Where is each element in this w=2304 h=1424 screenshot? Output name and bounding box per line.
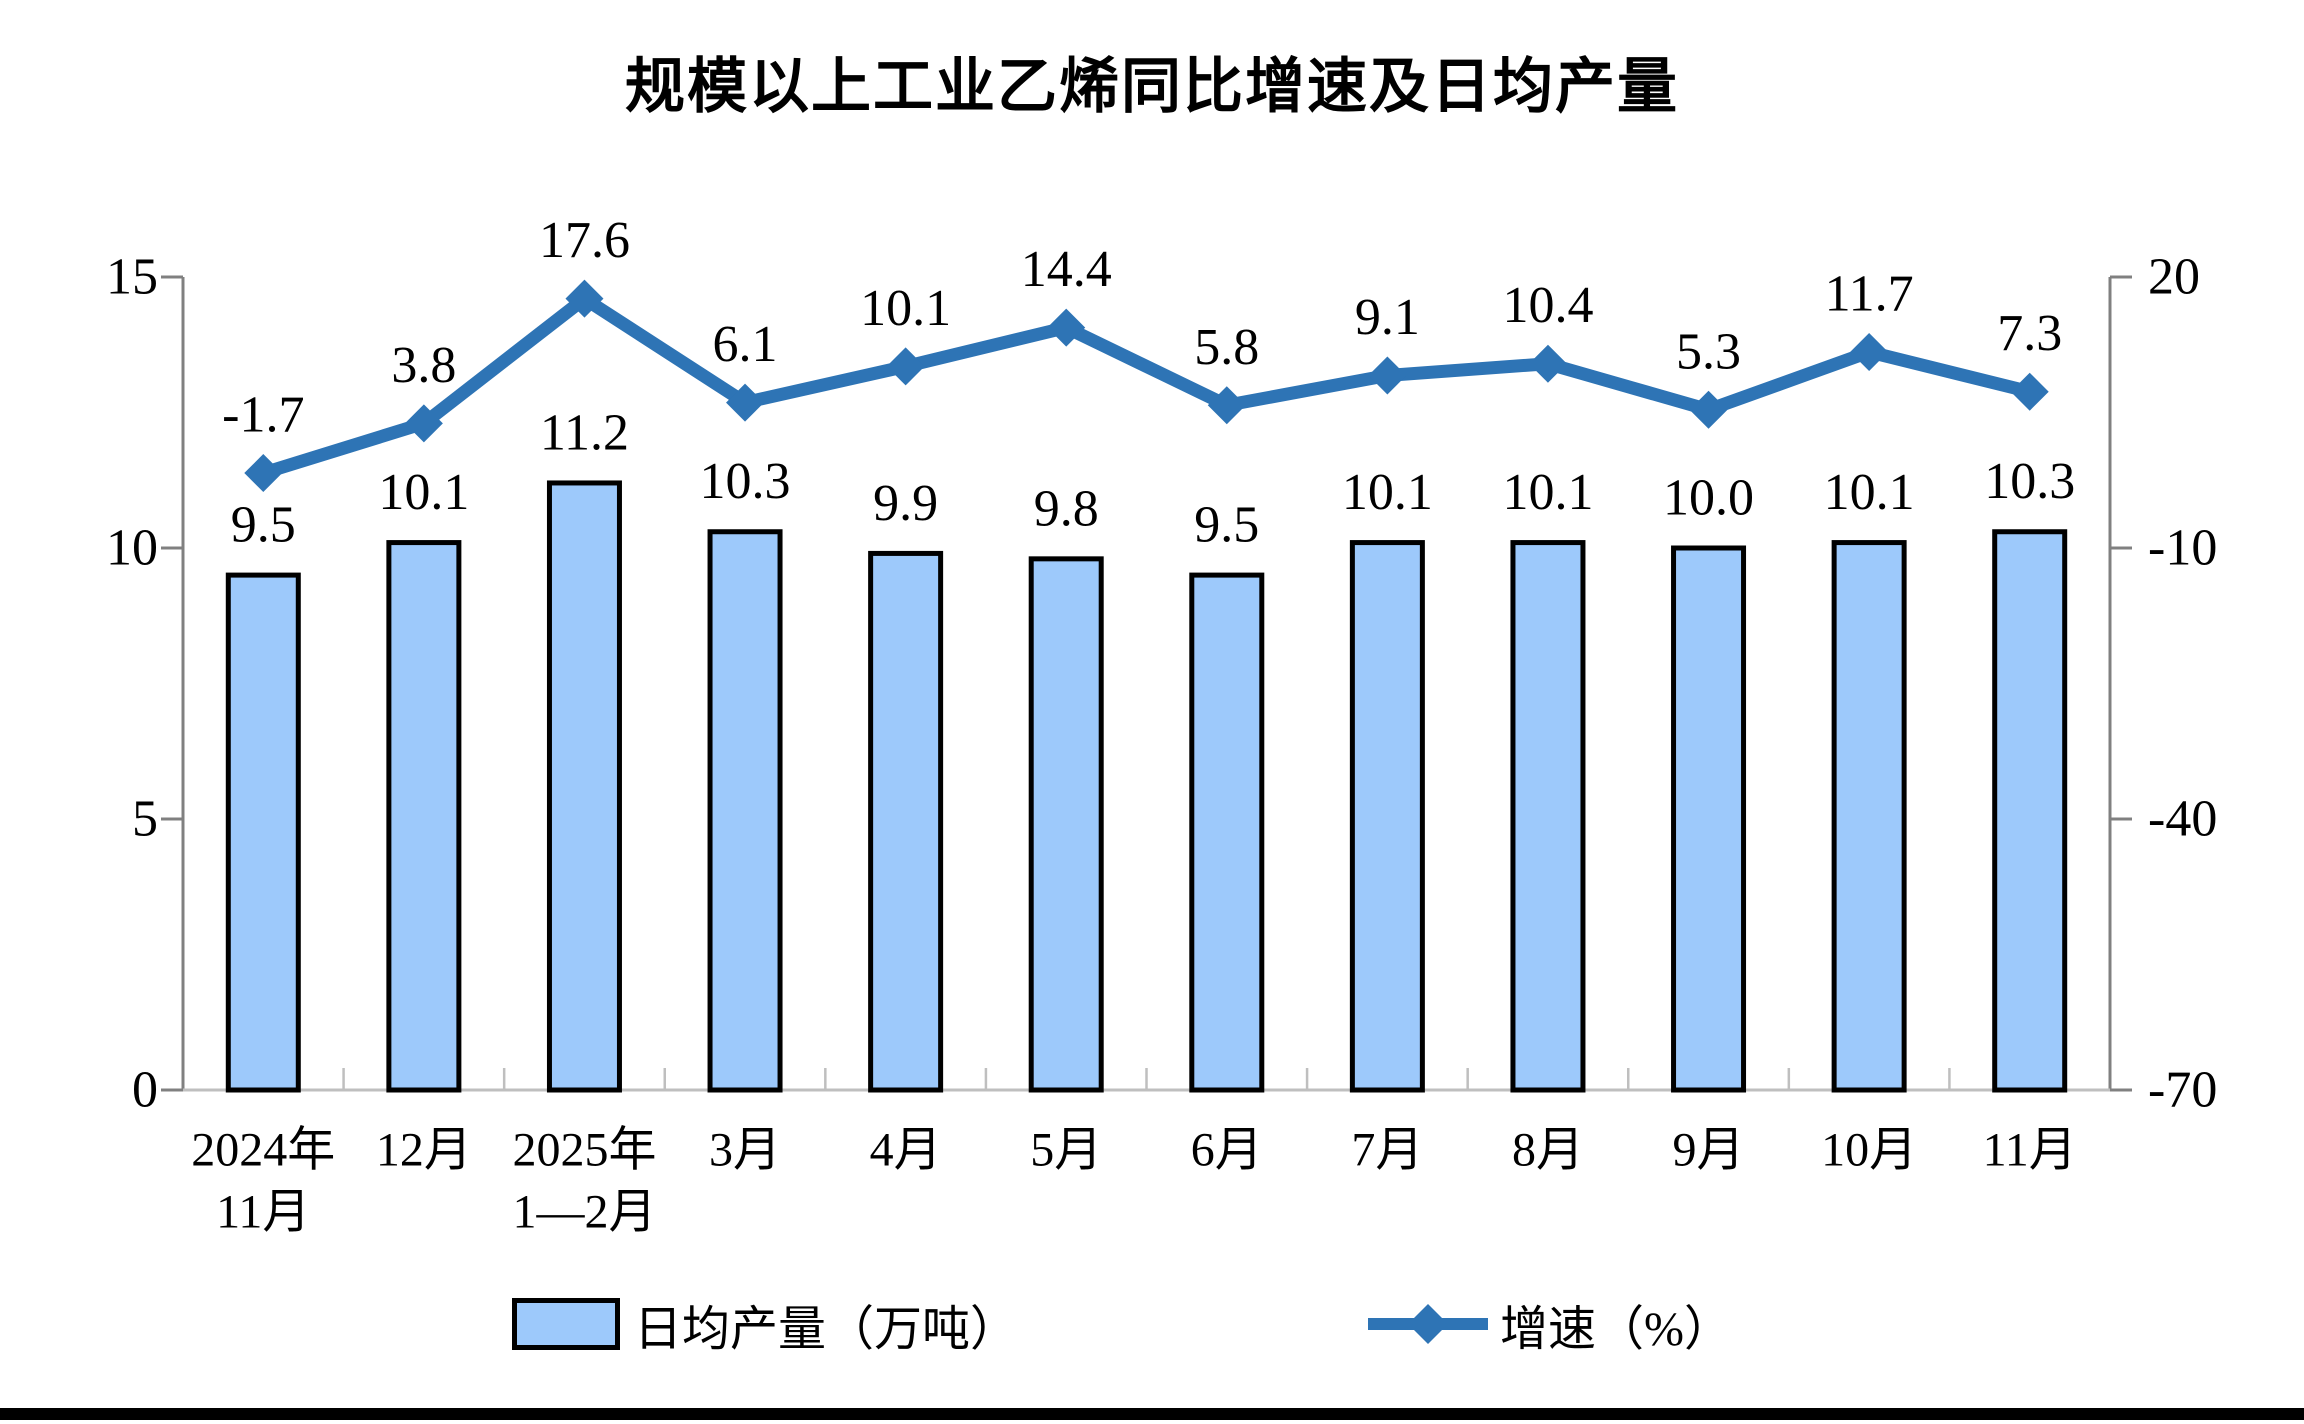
legend-item-line: 增速（%）	[1368, 1292, 1732, 1356]
x-axis-label: 9月	[1673, 1124, 1745, 1177]
legend: 日均产量（万吨） 增速（%）	[0, 1292, 2304, 1356]
bar	[868, 550, 944, 1093]
line-value-label: -1.7	[222, 387, 304, 444]
x-axis-label: 12月	[376, 1124, 472, 1177]
line-marker	[1850, 332, 1889, 371]
line-marker	[1689, 390, 1728, 429]
bar	[1028, 556, 1104, 1093]
x-axis-label: 7月	[1351, 1124, 1423, 1177]
bar-value-label: 9.9	[873, 475, 938, 532]
line-marker	[1207, 386, 1246, 425]
x-axis-label: 11月	[1983, 1124, 2077, 1177]
line-value-label: 7.3	[1997, 305, 2062, 362]
line-marker	[2010, 372, 2049, 411]
x-axis-label: 2025年	[512, 1124, 656, 1177]
x-axis-label: 4月	[870, 1124, 942, 1177]
bar	[1510, 540, 1586, 1093]
line-value-label: 6.1	[713, 316, 778, 373]
line-marker	[1528, 344, 1567, 383]
legend-label: 增速（%）	[1500, 1303, 1732, 1356]
bar-value-label: 9.5	[231, 497, 296, 554]
bar	[225, 572, 301, 1093]
x-axis-label: 10月	[1821, 1124, 1917, 1177]
bar	[1349, 540, 1425, 1093]
bar	[1992, 529, 2068, 1093]
y-axis-left-label: 0	[132, 1062, 158, 1119]
line-value-label: 11.7	[1825, 265, 1914, 322]
line-value-label: 10.1	[860, 280, 951, 337]
line-marker	[404, 404, 443, 443]
legend-bar-swatch	[512, 1298, 620, 1350]
bar-value-label: 10.3	[700, 453, 791, 510]
legend-item-bar: 日均产量（万吨）	[512, 1292, 1018, 1356]
bar-value-label: 10.1	[1342, 464, 1433, 521]
line-value-label: 5.3	[1676, 323, 1741, 380]
line-marker	[565, 279, 604, 318]
bar	[1831, 540, 1907, 1093]
bar-value-label: 10.3	[1984, 453, 2075, 510]
y-axis-right-label: 20	[2148, 249, 2200, 306]
y-axis-left-label: 15	[106, 249, 158, 306]
line-value-label: 14.4	[1021, 241, 1112, 298]
line-value-label: 3.8	[391, 337, 456, 394]
y-axis-right-label: -70	[2148, 1062, 2217, 1119]
x-axis-label: 5月	[1030, 1124, 1102, 1177]
line-marker	[1368, 356, 1407, 395]
legend-line-swatch	[1368, 1304, 1488, 1344]
bar-value-label: 11.2	[540, 404, 629, 461]
y-axis-right-label: -40	[2148, 791, 2217, 848]
line-value-label: 5.8	[1194, 319, 1259, 376]
chart-title: 规模以上工业乙烯同比增速及日均产量	[625, 53, 1679, 120]
bar	[386, 540, 462, 1093]
y-axis-left-label: 10	[106, 520, 158, 577]
line-marker	[886, 347, 925, 386]
line-value-label: 9.1	[1355, 289, 1420, 346]
growth-line	[261, 292, 2032, 480]
y-axis-left-label: 5	[132, 791, 158, 848]
bar	[1671, 545, 1747, 1093]
x-axis-label: 6月	[1191, 1124, 1263, 1177]
x-axis-label: 2024年	[191, 1124, 335, 1177]
x-axis-label-line2: 1—2月	[512, 1186, 656, 1239]
bar	[1189, 572, 1265, 1093]
bar-value-label: 10.1	[378, 464, 469, 521]
y-axis-right-label: -10	[2148, 520, 2217, 577]
line-marker	[1047, 308, 1086, 347]
line-marker	[726, 383, 765, 422]
legend-label: 日均产量（万吨）	[634, 1303, 1019, 1356]
bar	[707, 529, 783, 1093]
x-axis-label: 3月	[709, 1124, 781, 1177]
bar-value-label: 9.5	[1194, 497, 1259, 554]
x-axis-label: 8月	[1512, 1124, 1584, 1177]
line-marker	[244, 454, 283, 493]
bottom-rule	[0, 1408, 2304, 1420]
line-value-label: 10.4	[1502, 277, 1593, 334]
line-value-label: 17.6	[539, 212, 630, 269]
bar-value-label: 10.1	[1824, 464, 1915, 521]
bar-value-label: 9.8	[1034, 480, 1099, 537]
bar-value-label: 10.1	[1502, 464, 1593, 521]
bar-value-label: 10.0	[1663, 470, 1754, 527]
bar	[546, 480, 622, 1093]
x-axis-label-line2: 11月	[216, 1186, 310, 1239]
